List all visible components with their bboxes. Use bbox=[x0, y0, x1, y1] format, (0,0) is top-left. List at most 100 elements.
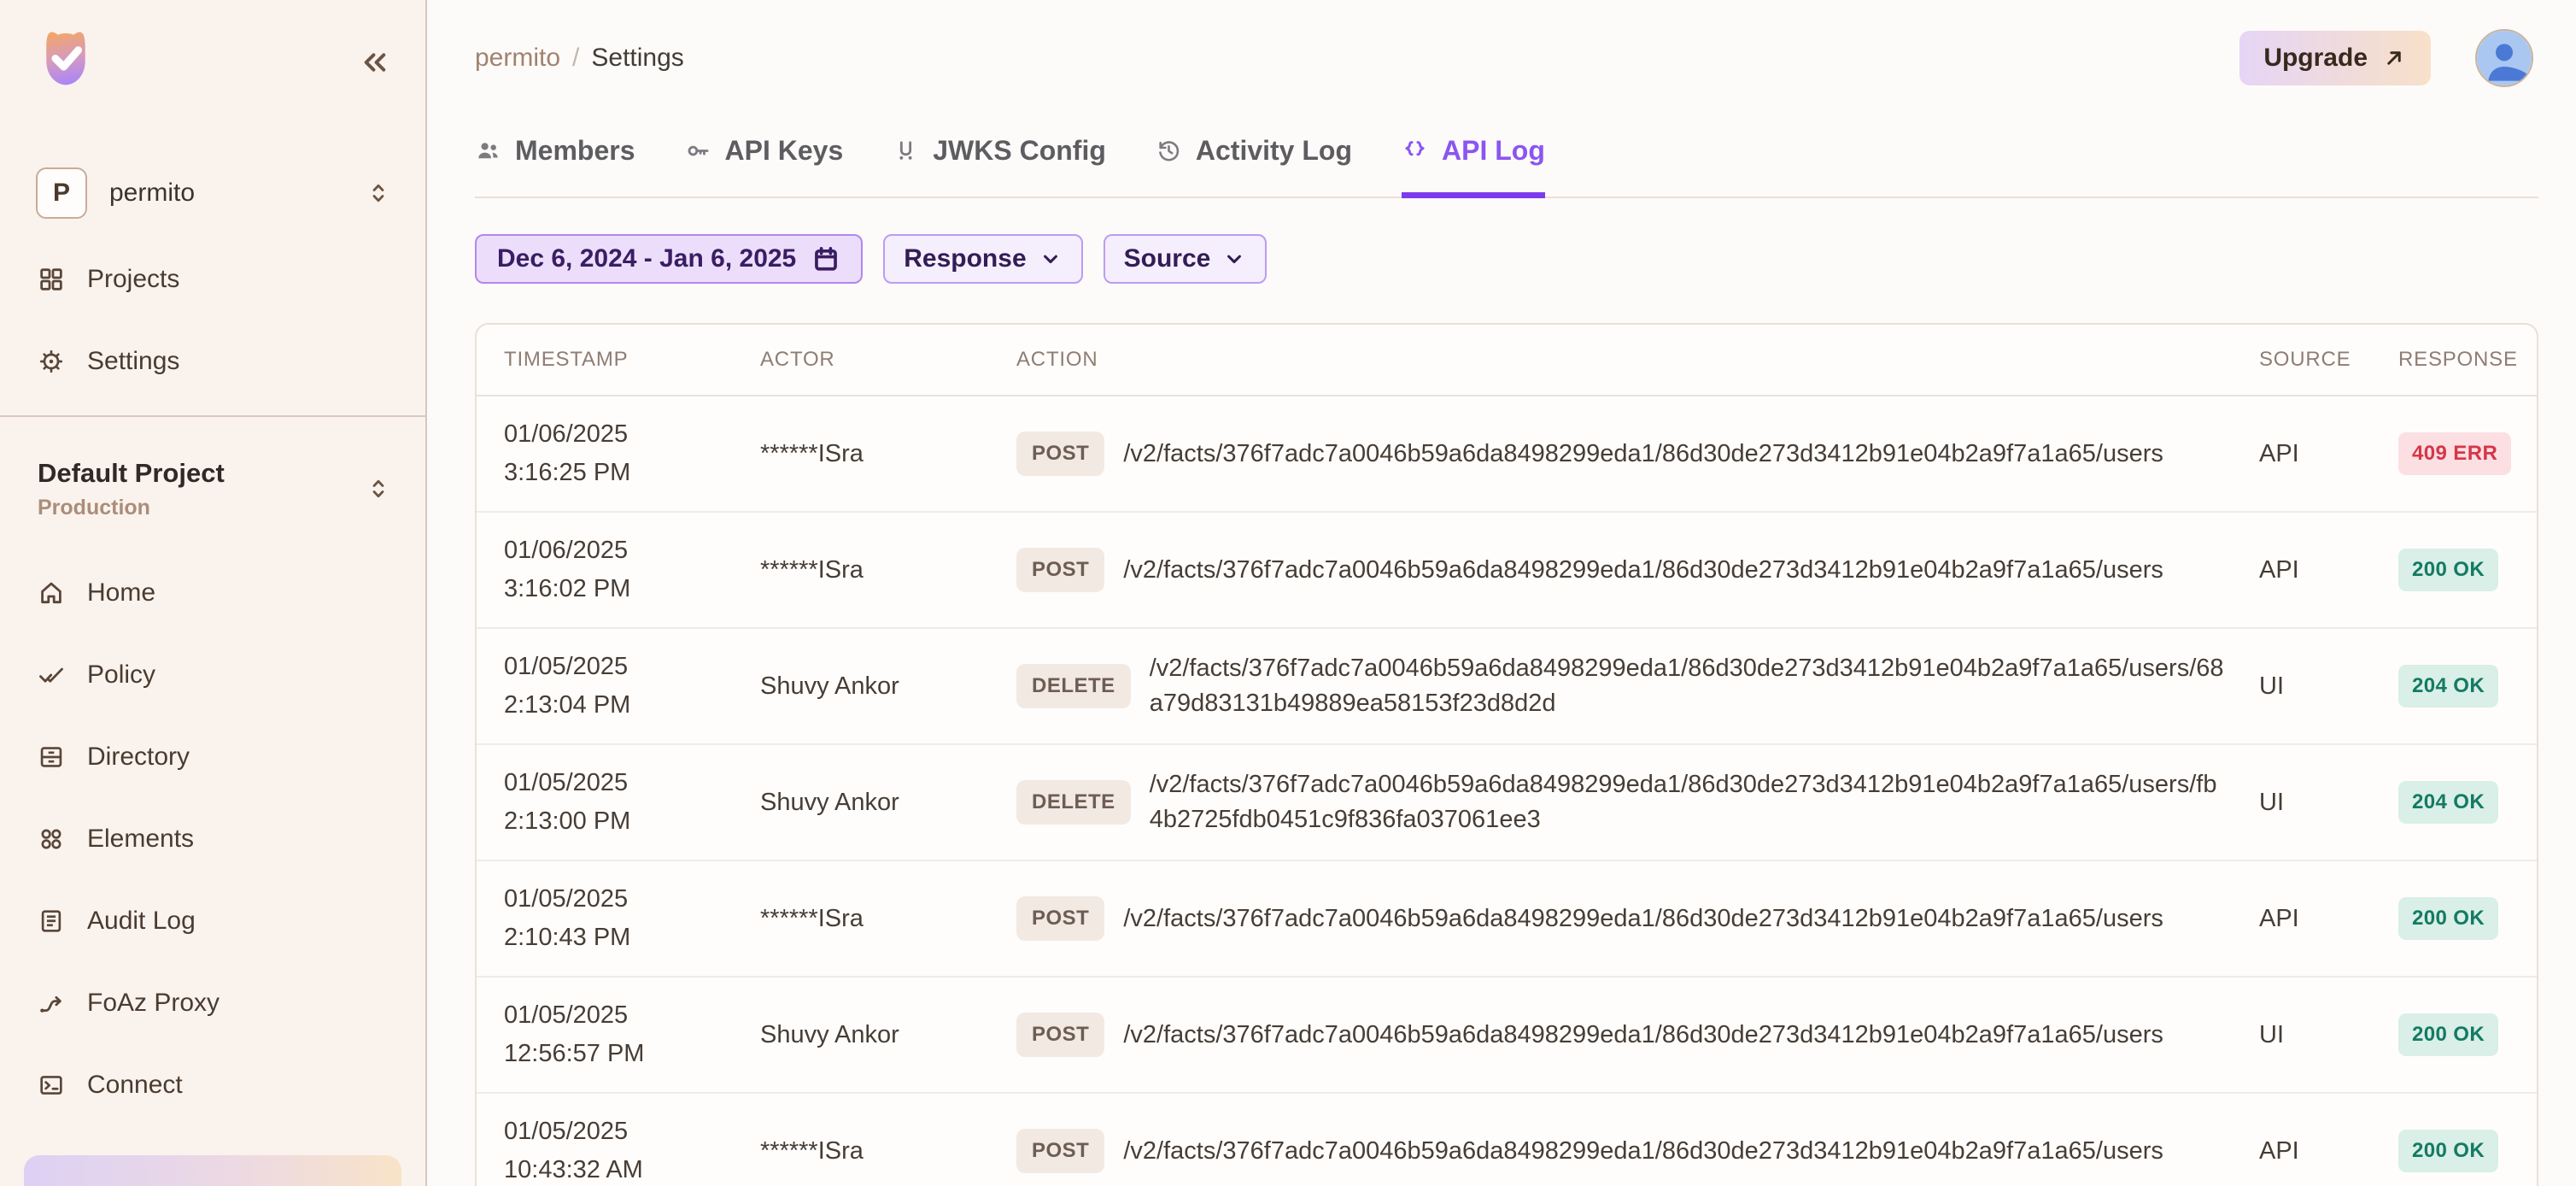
grid-icon bbox=[38, 266, 65, 293]
tab-label: Members bbox=[515, 135, 635, 166]
topbar: permito / Settings Upgrade bbox=[427, 0, 2576, 87]
api-log-table: TIMESTAMP ACTOR ACTION SOURCE RESPONSE 0… bbox=[475, 323, 2538, 1186]
sidebar-collapse-icon[interactable] bbox=[359, 46, 391, 79]
sidebar-cta-button[interactable] bbox=[24, 1155, 401, 1186]
arrow-up-right-icon bbox=[2381, 45, 2407, 71]
source-cell: UI bbox=[2259, 672, 2284, 700]
timestamp-time: 3:16:25 PM bbox=[504, 459, 631, 486]
breadcrumb-org[interactable]: permito bbox=[475, 44, 561, 72]
response-filter-label: Response bbox=[904, 244, 1027, 273]
sidebar-item-label: Elements bbox=[87, 825, 195, 853]
actor-cell: Shuvy Ankor bbox=[760, 788, 899, 816]
request-url: /v2/facts/376f7adc7a0046b59a6da8498299ed… bbox=[1123, 439, 2163, 467]
response-badge: 204 OK bbox=[2398, 781, 2499, 824]
response-badge: 200 OK bbox=[2398, 897, 2499, 940]
tab-label: Activity Log bbox=[1195, 135, 1352, 166]
method-badge: POST bbox=[1016, 1129, 1105, 1173]
timestamp-date: 01/05/2025 bbox=[504, 885, 629, 913]
actor-cell: ******ISra bbox=[760, 439, 864, 467]
action-cell: POST/v2/facts/376f7adc7a0046b59a6da84982… bbox=[1016, 432, 2259, 476]
column-header-source: SOURCE bbox=[2259, 348, 2351, 371]
timestamp-cell: 01/06/2025 3:16:02 PM bbox=[504, 531, 760, 608]
method-badge: POST bbox=[1016, 1013, 1105, 1057]
response-badge: 409 ERR bbox=[2398, 432, 2512, 475]
method-badge: DELETE bbox=[1016, 664, 1131, 708]
tab-label: API Log bbox=[1442, 135, 1545, 166]
project-name: Default Project bbox=[38, 458, 225, 488]
sidebar-divider bbox=[0, 415, 425, 417]
permit-logo bbox=[32, 22, 99, 91]
sidebar-item-elements[interactable]: Elements bbox=[26, 811, 400, 867]
chevron-updown-icon bbox=[366, 180, 391, 206]
timestamp-time: 10:43:32 AM bbox=[504, 1156, 643, 1183]
response-filter[interactable]: Response bbox=[883, 234, 1083, 284]
source-cell: UI bbox=[2259, 788, 2284, 816]
timestamp-cell: 01/05/2025 10:43:32 AM bbox=[504, 1113, 760, 1186]
request-url: /v2/facts/376f7adc7a0046b59a6da8498299ed… bbox=[1123, 555, 2163, 584]
history-icon bbox=[1156, 138, 1182, 164]
key-icon bbox=[685, 138, 711, 164]
action-cell: DELETE/v2/facts/376f7adc7a0046b59a6da849… bbox=[1016, 651, 2259, 721]
directory-icon bbox=[38, 743, 65, 771]
workspace-selector[interactable]: P permito bbox=[36, 167, 391, 219]
sidebar-item-directory[interactable]: Directory bbox=[26, 729, 400, 785]
timestamp-cell: 01/05/2025 2:13:00 PM bbox=[504, 764, 760, 841]
timestamp-date: 01/05/2025 bbox=[504, 1001, 629, 1029]
sidebar-item-settings[interactable]: Settings bbox=[26, 333, 400, 390]
method-badge: POST bbox=[1016, 432, 1105, 476]
date-range-value: Dec 6, 2024 - Jan 6, 2025 bbox=[497, 244, 797, 273]
actor-cell: Shuvy Ankor bbox=[760, 1020, 899, 1048]
sidebar-item-connect[interactable]: Connect bbox=[26, 1057, 400, 1113]
user-avatar[interactable] bbox=[2475, 29, 2533, 87]
gear-icon bbox=[38, 348, 65, 375]
table-row[interactable]: 01/05/2025 2:10:43 PM ******ISra POST/v2/fa… bbox=[477, 861, 2537, 978]
table-row[interactable]: 01/06/2025 3:16:02 PM ******ISra POST/v2/fa… bbox=[477, 513, 2537, 629]
action-cell: POST/v2/facts/376f7adc7a0046b59a6da84982… bbox=[1016, 1129, 2259, 1173]
tab-jwks-config[interactable]: JWKS Config bbox=[893, 135, 1106, 198]
request-url: /v2/facts/376f7adc7a0046b59a6da8498299ed… bbox=[1123, 904, 2163, 932]
source-cell: UI bbox=[2259, 1020, 2284, 1048]
table-row[interactable]: 01/06/2025 3:16:25 PM ******ISra POST/v2/fa… bbox=[477, 396, 2537, 513]
tab-api-keys[interactable]: API Keys bbox=[685, 135, 843, 198]
actor-cell: ******ISra bbox=[760, 1136, 864, 1165]
date-range-filter[interactable]: Dec 6, 2024 - Jan 6, 2025 bbox=[475, 234, 864, 284]
sidebar-item-home[interactable]: Home bbox=[26, 565, 400, 621]
sidebar-item-label: Connect bbox=[87, 1071, 183, 1099]
sidebar-item-audit-log[interactable]: Audit Log bbox=[26, 893, 400, 949]
sidebar-item-foaz-proxy[interactable]: FoAz Proxy bbox=[26, 975, 400, 1031]
terminal-icon bbox=[38, 1072, 65, 1099]
workspace-initial-badge: P bbox=[36, 167, 87, 219]
actor-cell: ******ISra bbox=[760, 904, 864, 932]
column-header-action: ACTION bbox=[1016, 348, 1098, 371]
table-row[interactable]: 01/05/2025 12:56:57 PM Shuvy Ankor POST/v2/… bbox=[477, 978, 2537, 1094]
actor-cell: ******ISra bbox=[760, 555, 864, 584]
tab-api-log[interactable]: API Log bbox=[1402, 135, 1545, 198]
tab-members[interactable]: Members bbox=[475, 135, 635, 198]
sidebar-item-policy[interactable]: Policy bbox=[26, 647, 400, 703]
timestamp-cell: 01/05/2025 2:13:04 PM bbox=[504, 648, 760, 725]
timestamp-cell: 01/05/2025 12:56:57 PM bbox=[504, 996, 760, 1073]
source-cell: API bbox=[2259, 1136, 2299, 1165]
sidebar-item-label: Directory bbox=[87, 743, 190, 771]
sidebar-item-projects[interactable]: Projects bbox=[26, 251, 400, 308]
timestamp-cell: 01/06/2025 3:16:25 PM bbox=[504, 415, 760, 492]
sidebar-item-label: FoAz Proxy bbox=[87, 989, 220, 1017]
table-row[interactable]: 01/05/2025 10:43:32 AM ******ISra POST/v2/f… bbox=[477, 1094, 2537, 1186]
upgrade-button[interactable]: Upgrade bbox=[2239, 31, 2431, 85]
source-filter[interactable]: Source bbox=[1103, 234, 1268, 284]
timestamp-date: 01/06/2025 bbox=[504, 420, 629, 448]
request-url: /v2/facts/376f7adc7a0046b59a6da8498299ed… bbox=[1149, 655, 2224, 717]
project-selector[interactable]: Default Project Production bbox=[38, 456, 391, 520]
table-row[interactable]: 01/05/2025 2:13:00 PM Shuvy Ankor DELETE/v2… bbox=[477, 745, 2537, 861]
breadcrumb-separator: / bbox=[572, 44, 580, 72]
tab-label: JWKS Config bbox=[933, 135, 1106, 166]
calendar-icon bbox=[811, 244, 840, 273]
home-icon bbox=[38, 579, 65, 607]
timestamp-date: 01/05/2025 bbox=[504, 769, 629, 796]
action-cell: DELETE/v2/facts/376f7adc7a0046b59a6da849… bbox=[1016, 767, 2259, 837]
source-cell: API bbox=[2259, 555, 2299, 584]
timestamp-date: 01/05/2025 bbox=[504, 1118, 629, 1145]
sidebar-nav-project: Home Policy Directory Elements Audit Log FoAz… bbox=[0, 565, 425, 1113]
tab-activity-log[interactable]: Activity Log bbox=[1156, 135, 1352, 198]
table-row[interactable]: 01/05/2025 2:13:04 PM Shuvy Ankor DELETE/v2… bbox=[477, 629, 2537, 745]
